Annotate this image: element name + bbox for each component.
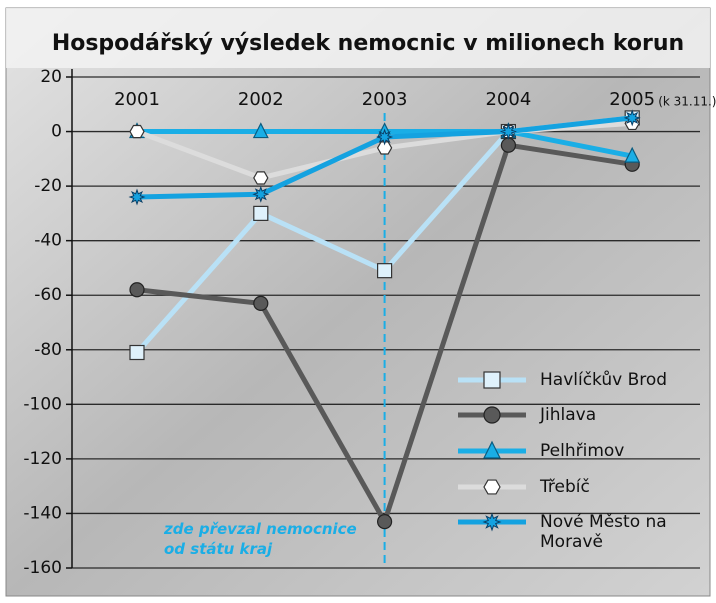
legend-label: Pelhřimov [540, 441, 690, 461]
y-tick-label: -160 [23, 558, 62, 578]
y-tick-label: 0 [51, 122, 62, 142]
y-tick-label: -60 [34, 285, 62, 305]
legend-label: Nové Město na Moravě [540, 512, 690, 552]
y-tick-label: 20 [40, 67, 62, 87]
marker-star [625, 111, 639, 125]
marker-star [254, 187, 268, 201]
chart-title: Hospodářský výsledek nemocnic v milionec… [52, 31, 684, 56]
x-tick-label: 2003 [362, 89, 408, 110]
marker-circle [254, 296, 268, 310]
legend-label: Havlíčkův Brod [540, 370, 690, 390]
marker-hexagon [484, 480, 500, 494]
x-tick-label: 2001 [114, 89, 160, 110]
y-tick-label: -80 [34, 340, 62, 360]
marker-circle [484, 407, 500, 423]
x-tick-label: 2004 [485, 89, 531, 110]
marker-hexagon [254, 172, 268, 184]
y-tick-label: -140 [23, 503, 62, 523]
marker-square [130, 346, 144, 360]
marker-circle [130, 283, 144, 297]
marker-star [484, 514, 500, 530]
marker-circle [378, 515, 392, 529]
marker-square [484, 372, 500, 388]
marker-hexagon [130, 125, 144, 137]
chart-page: Hospodářský výsledek nemocnic v milionec… [0, 0, 716, 603]
marker-square [378, 264, 392, 278]
y-tick-label: -20 [34, 176, 62, 196]
y-tick-label: -120 [23, 449, 62, 469]
legend-label: Třebíč [540, 477, 690, 497]
marker-circle [501, 138, 515, 152]
marker-star [501, 125, 515, 139]
marker-star [130, 190, 144, 204]
plot-background [6, 8, 710, 596]
y-tick-label: -40 [34, 231, 62, 251]
category-note: (k 31.11.) [658, 95, 716, 109]
annotation: zde převzal nemocnice od státu kraj [164, 519, 364, 559]
marker-square [254, 206, 268, 220]
x-tick-label: 2005 [609, 89, 655, 110]
marker-star [378, 130, 392, 144]
x-tick-label: 2002 [238, 89, 284, 110]
legend-label: Jihlava [540, 405, 690, 425]
y-tick-label: -100 [23, 394, 62, 414]
